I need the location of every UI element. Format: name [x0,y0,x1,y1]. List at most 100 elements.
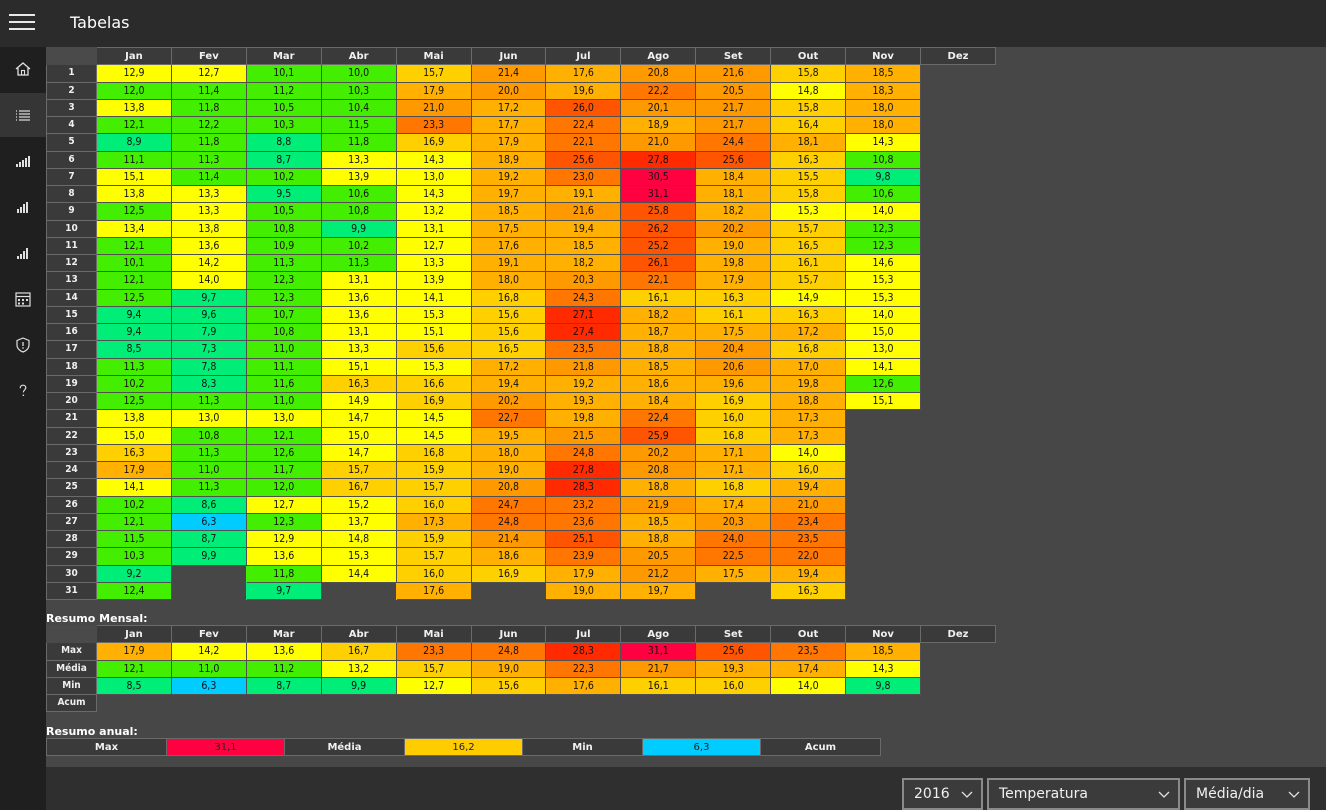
table-row: 5 8,9 11,8 8,8 11,8 16,9 17,9 22,1 21,0 24,4 18,1 1… [46,133,996,152]
data-cell: 9,9 [170,547,247,566]
data-cell: 23,0 [545,167,622,187]
data-cell: 15,1 [96,167,172,187]
data-cell: 15,8 [770,64,847,83]
data-cell: 17,9 [695,271,772,290]
data-cell: 10,1 [96,253,172,273]
data-cell: 20,4 [695,340,772,359]
data-cell [920,513,995,530]
summary-cell [471,695,546,712]
data-cell: 19,8 [695,253,772,273]
data-cell: 17,5 [695,322,772,342]
data-cell: 14,7 [320,443,397,463]
data-cell: 16,3 [695,288,772,307]
data-cell: 14,9 [770,288,847,307]
nav-home[interactable] [0,47,46,91]
nav-help[interactable] [0,369,46,413]
help-icon [19,384,27,396]
summary-cell: 25,6 [695,642,772,661]
data-cell: 13,3 [395,253,472,273]
annual-summary-table: Max 31,1 Média 16,2 Min 6,3 Acum [46,738,881,756]
data-cell: 21,4 [470,64,547,83]
data-cell: 15,6 [470,322,547,342]
year-dropdown[interactable]: 2016 [902,778,983,810]
data-cell: 13,8 [96,98,172,118]
data-cell: 12,6 [245,443,322,463]
data-cell: 13,8 [96,409,172,428]
summary-cell [771,695,846,712]
summary-cell: 17,4 [770,659,847,678]
data-cell [920,375,995,392]
data-cell [846,479,921,496]
data-cell: 21,9 [620,495,697,514]
nav-chart-2[interactable] [0,185,46,229]
data-cell: 20,6 [695,357,772,376]
month-header: Nov [845,624,921,644]
day-number: 30 [46,564,97,583]
data-cell: 18,5 [470,202,547,221]
data-cell: 10,2 [96,495,172,514]
nav-chart-3[interactable] [0,231,46,275]
data-cell: 27,8 [545,460,622,480]
data-cell [920,82,995,99]
summary-row: Min 8,5 6,3 8,7 9,9 12,7 15,6 17,6 16,1 16,0 14,0 9… [46,676,996,696]
data-cell: 10,8 [320,202,397,221]
summary-cell: 16,7 [320,642,397,661]
data-cell: 22,1 [545,133,622,152]
calendar-icon [15,292,31,307]
nav-tables[interactable] [0,93,46,137]
mode-dropdown[interactable]: Média/dia [1184,778,1310,810]
nav-chart-1[interactable] [0,139,46,183]
data-cell: 16,4 [770,115,847,135]
summary-cell: 13,6 [245,642,322,661]
data-cell: 10,7 [245,305,322,325]
data-cell: 8,7 [170,529,247,549]
variable-dropdown[interactable]: Temperatura [987,778,1180,810]
data-cell [920,306,995,323]
summary-cell: 31,1 [620,642,697,661]
data-cell: 17,9 [96,460,172,480]
data-cell [471,582,546,599]
hamburger-menu-icon[interactable] [9,14,35,34]
table-row: 21 13,8 13,0 13,0 14,7 14,5 22,7 19,8 22,4 16,0 17… [46,409,996,428]
month-header: Abr [320,46,397,66]
data-cell: 15,0 [845,322,921,342]
data-cell: 7,8 [170,357,247,376]
data-cell: 10,4 [320,98,397,118]
data-cell: 14,5 [395,409,472,428]
data-cell: 9,4 [96,322,172,342]
nav-shield[interactable] [0,323,46,367]
data-cell: 21,7 [695,98,772,118]
table-row: 30 9,2 11,8 14,4 16,0 16,9 17,9 21,2 17,5 19,4 [46,564,996,583]
data-cell: 10,0 [320,64,397,83]
data-cell: 22,1 [620,271,697,290]
data-cell: 19,0 [695,236,772,256]
summary-cell: 22,3 [545,659,622,678]
data-cell: 10,9 [245,236,322,256]
month-header: Jan [96,624,172,644]
table-row: 27 12,1 6,3 12,3 13,7 17,3 24,8 23,6 18,5 20,3 23,… [46,512,996,532]
data-cell: 11,8 [320,133,397,152]
data-cell: 12,6 [845,374,921,394]
day-number: 19 [46,374,97,394]
data-cell: 19,1 [545,184,622,204]
summary-cell: 19,3 [695,659,772,678]
data-cell: 16,1 [770,253,847,273]
data-cell: 11,5 [96,529,172,549]
nav-calendar[interactable] [0,277,46,321]
data-cell [920,565,995,582]
data-cell: 9,7 [170,288,247,307]
data-cell [920,479,995,496]
data-cell: 20,2 [620,443,697,463]
data-cell: 12,5 [96,202,172,221]
data-cell: 16,9 [395,133,472,152]
data-cell: 12,7 [170,64,247,83]
annual-value: 16,2 [404,738,523,756]
table-row: 16 9,4 7,9 10,8 13,1 15,1 15,6 27,4 18,7 17,5 17,2… [46,322,996,342]
data-cell: 12,0 [96,81,172,100]
data-cell: 18,8 [620,340,697,359]
data-cell: 16,9 [395,391,472,411]
data-cell [920,496,995,513]
bottom-toolbar: 2016 Temperatura Média/dia [46,767,1326,810]
data-cell: 14,1 [96,478,172,497]
summary-cell: 19,0 [470,659,547,678]
